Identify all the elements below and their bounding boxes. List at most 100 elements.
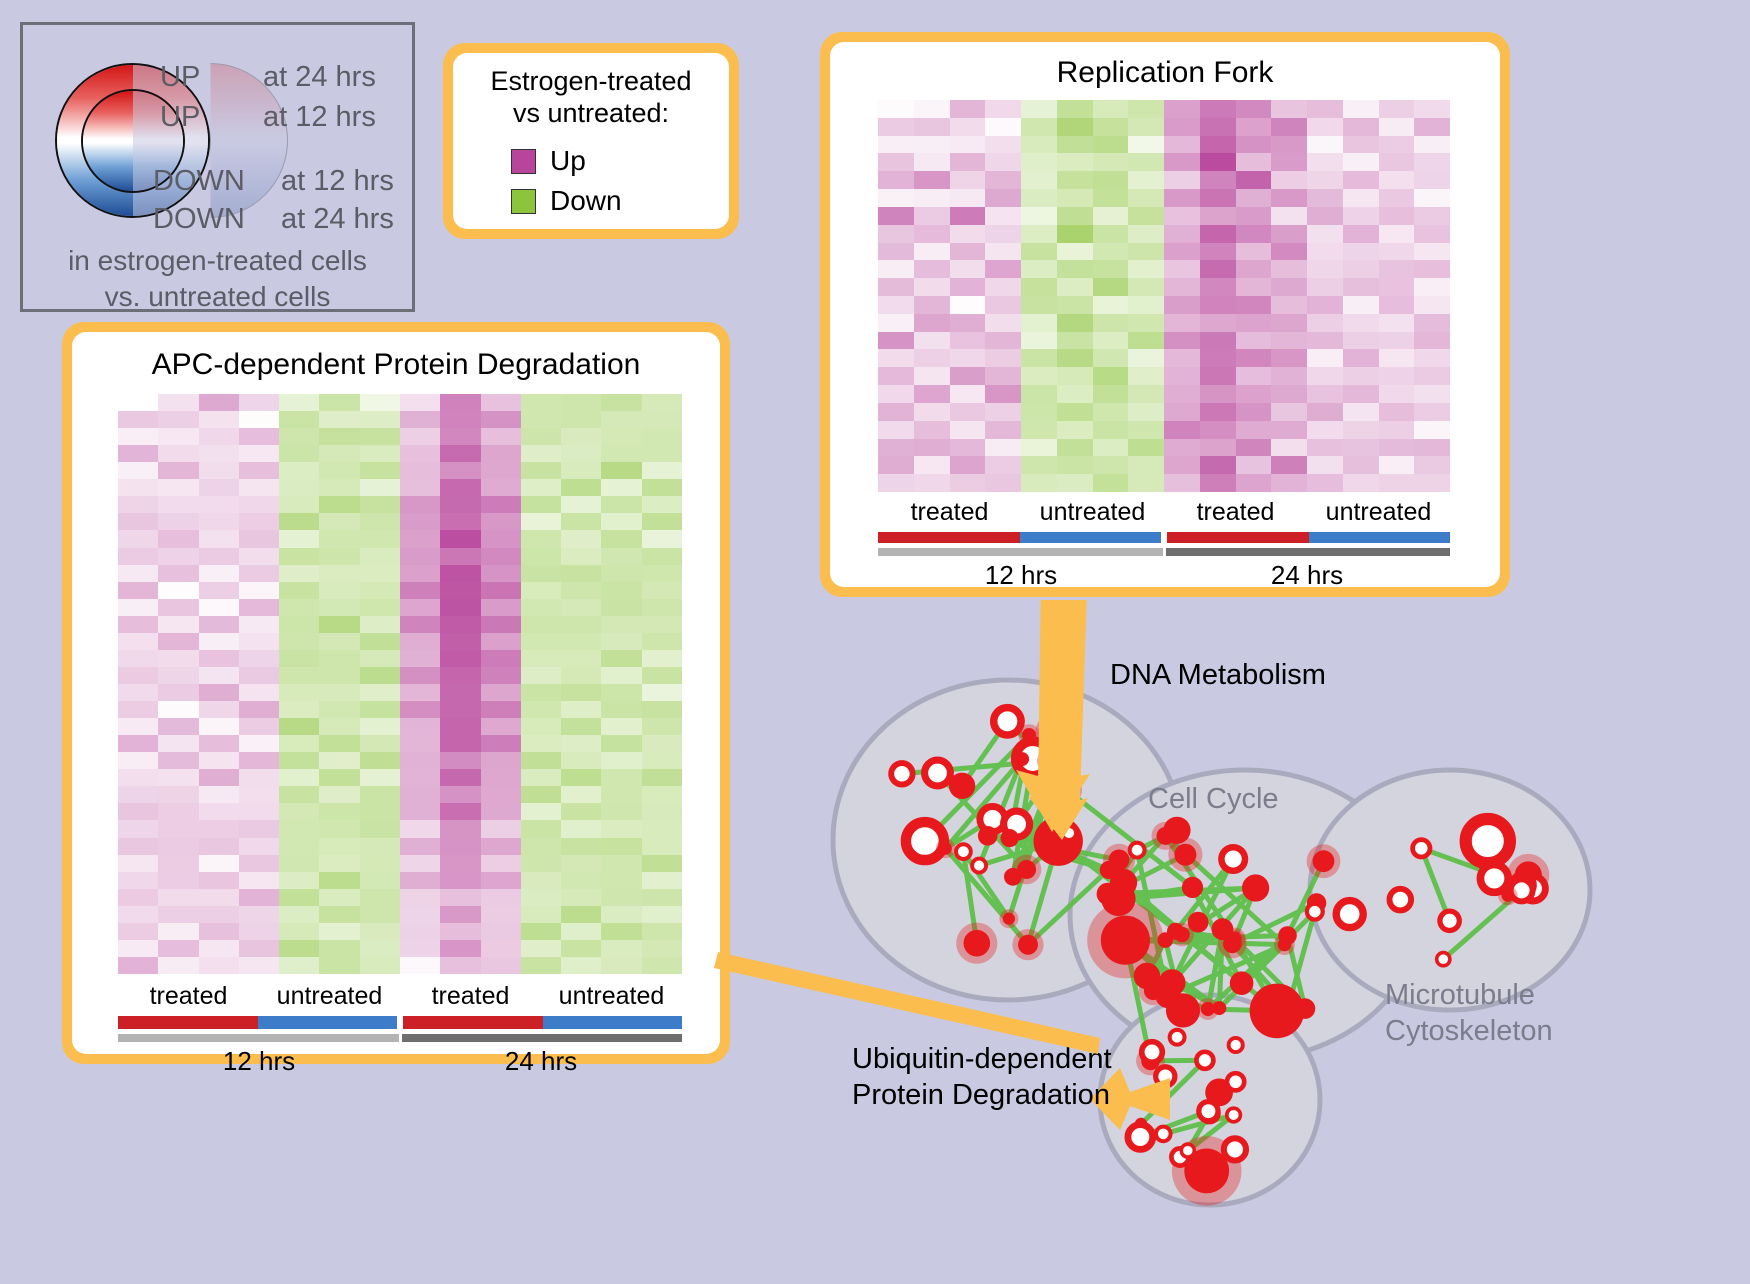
network-node[interactable]	[963, 929, 991, 957]
updown-title-line2: vs untreated:	[512, 98, 670, 129]
network-node[interactable]	[1386, 885, 1415, 914]
wheel-dir-2: DOWN	[153, 165, 245, 197]
network-node[interactable]	[1127, 840, 1147, 860]
network-node[interactable]	[1223, 934, 1242, 954]
network-node[interactable]	[1179, 1142, 1197, 1159]
network-node[interactable]	[1212, 1001, 1227, 1016]
replication-fork-title: Replication Fork	[1056, 56, 1274, 89]
time-bar-seg-0	[118, 1034, 399, 1042]
network-node[interactable]	[948, 772, 976, 799]
network-node[interactable]	[939, 842, 952, 855]
wheel-time-0: at 24 hrs	[263, 61, 376, 93]
network-node[interactable]	[989, 703, 1025, 739]
network-node[interactable]	[1434, 950, 1452, 968]
network-node[interactable]	[1133, 962, 1161, 990]
treatment-bar-seg-1	[257, 1016, 397, 1029]
network-node[interactable]	[1167, 922, 1184, 940]
legend-label-down: Down	[550, 185, 622, 216]
wheel-time-2: at 12 hrs	[281, 165, 394, 197]
apc-panel: APC-dependent Protein Degradation treate…	[62, 322, 730, 1076]
network-node[interactable]	[1155, 983, 1180, 1008]
network-node[interactable]	[1184, 1148, 1230, 1194]
network-node[interactable]	[1004, 867, 1022, 886]
network-node[interactable]	[1017, 860, 1037, 879]
cluster-label-dna-metabolism: DNA Metabolism	[1110, 659, 1326, 691]
treatment-bar-seg-0	[118, 1016, 258, 1029]
network-svg	[830, 500, 1593, 1208]
network-node[interactable]	[900, 816, 950, 866]
network-node[interactable]	[954, 842, 973, 862]
network-node[interactable]	[1196, 1098, 1221, 1124]
replication-fork-time-labels: 12 hrs 24 hrs	[878, 560, 1450, 591]
network-node[interactable]	[1410, 837, 1433, 860]
apc-time-bar	[118, 1034, 682, 1042]
network-node[interactable]	[1476, 860, 1513, 897]
network-node[interactable]	[1154, 1124, 1173, 1144]
network-node[interactable]	[1332, 896, 1367, 932]
time-bar-seg-0	[878, 548, 1163, 556]
replication-fork-panel: Replication Fork treated untreated treated…	[820, 32, 1510, 597]
network-node[interactable]	[1100, 915, 1150, 965]
network-node[interactable]	[1226, 1035, 1245, 1055]
group-label-0: treated	[149, 982, 228, 1010]
network-node[interactable]	[1015, 752, 1030, 767]
network-node[interactable]	[1229, 971, 1254, 995]
network-node[interactable]	[1002, 912, 1015, 925]
time-bar-seg-1	[401, 1034, 682, 1042]
network-node[interactable]	[1224, 1106, 1243, 1124]
up-swatch-icon	[511, 148, 536, 174]
wheel-dir-3: DOWN	[153, 203, 245, 235]
wheel-inner-ring	[81, 89, 185, 193]
network-node[interactable]	[921, 756, 954, 790]
network-node[interactable]	[1218, 843, 1249, 875]
network-node[interactable]	[1294, 998, 1316, 1019]
network-nodes	[888, 703, 1550, 1206]
network-node[interactable]	[1181, 876, 1204, 898]
network-node[interactable]	[1242, 874, 1270, 902]
network-node[interactable]	[1124, 1121, 1157, 1153]
network-node[interactable]	[1220, 1135, 1250, 1164]
network-node[interactable]	[1459, 812, 1517, 870]
network-node[interactable]	[1437, 908, 1462, 934]
network-node[interactable]	[888, 760, 916, 788]
replication-fork-group-labels: treated untreated treated untreated	[878, 498, 1450, 527]
network-node[interactable]	[970, 856, 989, 875]
legend-footer-line2: vs. untreated cells	[104, 280, 331, 312]
network-node[interactable]	[1000, 829, 1019, 848]
network-node[interactable]	[1167, 1027, 1187, 1047]
network-node[interactable]	[1096, 882, 1119, 906]
updown-title-line1: Estrogen-treated	[490, 66, 692, 96]
network-node[interactable]	[1278, 926, 1297, 945]
time-label-1: 24 hrs	[504, 1046, 578, 1076]
network-node[interactable]	[1211, 918, 1234, 941]
network-node[interactable]	[1022, 728, 1036, 742]
network-node[interactable]	[1174, 843, 1197, 866]
group-label-0: treated	[910, 498, 989, 526]
network-node[interactable]	[977, 826, 998, 846]
apc-treatment-bar	[118, 1016, 682, 1029]
network-node[interactable]	[1312, 850, 1335, 873]
time-label-0: 12 hrs	[984, 560, 1058, 590]
replication-fork-time-bar	[878, 548, 1450, 556]
wheel-time-3: at 24 hrs	[281, 203, 394, 235]
cluster-label-ubiquitin: Ubiquitin-dependent	[852, 1043, 1112, 1075]
network-node[interactable]	[1304, 901, 1325, 922]
network-node[interactable]	[1200, 1001, 1215, 1017]
network-node[interactable]	[1187, 911, 1209, 933]
network-node[interactable]	[1018, 934, 1038, 955]
time-label-0: 12 hrs	[222, 1046, 296, 1076]
group-label-3: untreated	[1325, 498, 1432, 526]
network-node[interactable]	[1156, 826, 1175, 845]
group-label-1: untreated	[1039, 498, 1146, 526]
network-node[interactable]	[1194, 1049, 1216, 1072]
updown-legend-card: Estrogen-treated vs untreated: Up Down	[443, 43, 739, 239]
network-node[interactable]	[1279, 997, 1298, 1016]
time-bar-seg-1	[1165, 548, 1450, 556]
apc-title: APC-dependent Protein Degradation	[151, 348, 641, 381]
legend-footer: in estrogen-treated cells vs. untreated …	[23, 243, 412, 315]
network-node[interactable]	[1138, 1038, 1166, 1066]
network-node[interactable]	[1224, 1070, 1247, 1093]
replication-fork-heatmap	[878, 100, 1450, 492]
network-node[interactable]	[1249, 983, 1305, 1039]
